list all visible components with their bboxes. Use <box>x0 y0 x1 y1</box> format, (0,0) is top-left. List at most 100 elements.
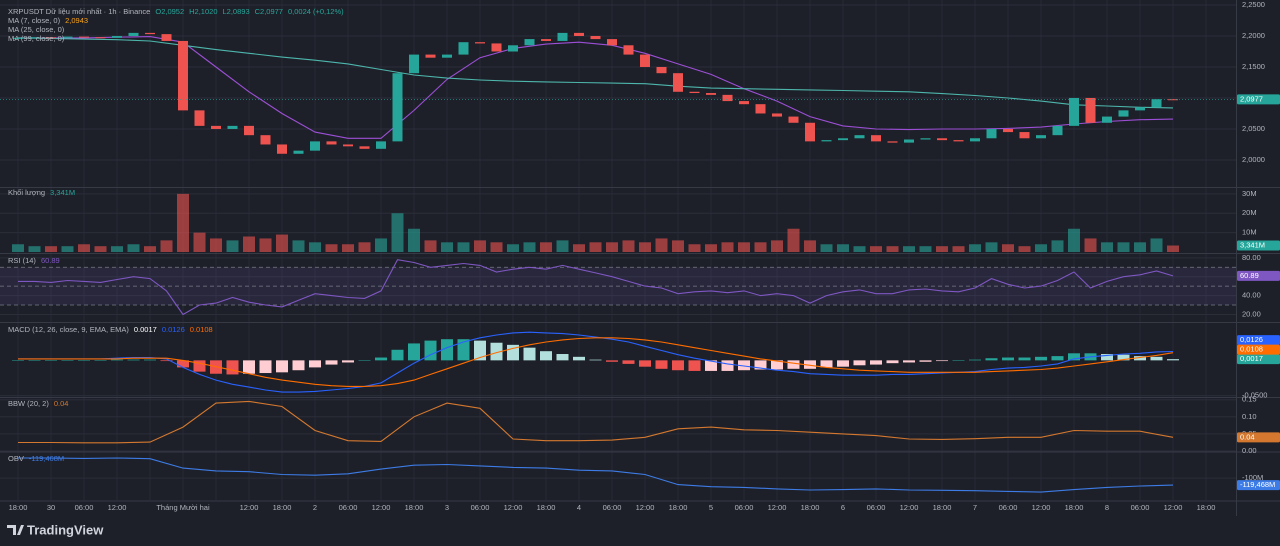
time-label: 12:00 <box>504 503 523 512</box>
candle-body <box>805 122 815 142</box>
macd-histogram-bar <box>771 360 783 370</box>
macd-histogram-bar <box>1018 357 1031 361</box>
legend-text: RSI (14) <box>8 256 36 265</box>
candle-body <box>788 116 799 123</box>
candle-body <box>986 128 997 139</box>
candle-body <box>623 45 634 55</box>
candle-body <box>524 39 535 46</box>
volume-bar <box>276 234 288 252</box>
macd-histogram-bar <box>606 360 618 362</box>
macd-histogram-bar <box>160 360 173 362</box>
volume-bar <box>540 242 552 252</box>
legend-text: L2,0893 <box>223 7 250 16</box>
macd-histogram-bar <box>886 360 899 364</box>
macd-histogram-bar <box>441 339 453 361</box>
volume-bar <box>573 244 585 252</box>
volume-bar <box>342 244 354 252</box>
macd-histogram-bar <box>919 360 932 362</box>
time-label: 06:00 <box>603 503 622 512</box>
candle-body <box>326 141 337 145</box>
candle-body <box>1003 128 1013 133</box>
macd-histogram-bar <box>226 360 239 375</box>
axis-badge <box>1237 432 1280 443</box>
volume-bar <box>1117 242 1130 252</box>
volume-bar <box>919 246 932 252</box>
legend-text: 2,0943 <box>65 16 88 25</box>
volume-bar <box>754 242 767 252</box>
y-tick-label: 2,2000 <box>1242 31 1265 40</box>
time-label: 06:00 <box>735 503 754 512</box>
candle-body <box>1036 135 1046 139</box>
volume-bar <box>507 244 519 252</box>
candle-body <box>821 140 832 142</box>
legend-text: O2,0952 <box>155 7 184 16</box>
candle-body <box>310 141 320 151</box>
legend-text: MACD (12, 26, close, 9, EMA, EMA) <box>8 325 129 334</box>
volume-bar <box>787 228 800 252</box>
candle-body <box>953 140 964 142</box>
volume-bar <box>259 238 272 252</box>
time-label: Tháng Mười hai <box>156 503 210 512</box>
legend-text: OBV <box>8 454 24 463</box>
macd-histogram-bar <box>1051 356 1064 361</box>
time-label: 8 <box>1105 503 1109 512</box>
macd-histogram-bar <box>375 357 387 361</box>
candle-body <box>392 73 403 142</box>
macd-histogram-bar <box>309 360 321 368</box>
candle-body <box>244 125 254 136</box>
candle-body <box>1168 99 1178 101</box>
macd-histogram-bar <box>45 360 57 361</box>
candle-body <box>359 146 370 149</box>
time-label: 18:00 <box>273 503 292 512</box>
macd-histogram-bar <box>490 342 503 361</box>
legend-text: 0.0126 <box>162 325 185 334</box>
macd-histogram-bar <box>325 360 338 365</box>
macd-histogram-bar <box>903 360 915 363</box>
candle-body <box>46 37 56 39</box>
volume-bar <box>28 246 41 252</box>
candle-body <box>475 42 485 44</box>
volume-bar <box>820 244 833 252</box>
macd-histogram-bar <box>804 360 816 369</box>
macd-histogram-bar <box>1117 354 1130 361</box>
volume-bar <box>771 240 783 252</box>
time-label: 06:00 <box>1131 503 1150 512</box>
macd-histogram-bar <box>639 360 651 367</box>
time-label: 12:00 <box>240 503 259 512</box>
macd-histogram-bar <box>292 360 305 371</box>
time-label: 18:00 <box>9 503 28 512</box>
volume-bar <box>589 242 602 252</box>
candle-body <box>1069 97 1079 126</box>
axis-badge-label: 0.04 <box>1240 432 1255 441</box>
axis-badge <box>1237 335 1280 346</box>
volume-bar <box>870 246 882 252</box>
time-label: 18:00 <box>801 503 820 512</box>
macd-histogram-bar <box>177 360 189 368</box>
volume-bar <box>210 238 222 252</box>
macd-histogram-bar <box>556 354 569 361</box>
volume-bar <box>556 240 569 252</box>
brand-name: TradingView <box>27 522 104 537</box>
axis-badge-label: 3,341M <box>1240 241 1265 250</box>
macd-histogram-bar <box>969 359 981 361</box>
volume-bar <box>441 242 453 252</box>
volume-bar <box>1084 238 1097 252</box>
axis-badge <box>1237 354 1280 365</box>
legend-text: Khối lượng <box>8 188 45 197</box>
macd-line <box>18 337 1174 387</box>
candle-body <box>1085 97 1096 123</box>
volume-bar <box>243 236 255 252</box>
macd-histogram-bar <box>672 360 684 371</box>
legend-text: 0,0024 (+0,12%) <box>288 7 344 16</box>
macd-histogram-bar <box>474 340 486 361</box>
candle-body <box>62 36 73 38</box>
macd-histogram-bar <box>111 359 123 361</box>
time-label: 12:00 <box>1032 503 1051 512</box>
candle-body <box>343 144 353 147</box>
time-label: 18:00 <box>537 503 556 512</box>
candle-body <box>970 138 980 142</box>
candle-body <box>755 104 766 114</box>
